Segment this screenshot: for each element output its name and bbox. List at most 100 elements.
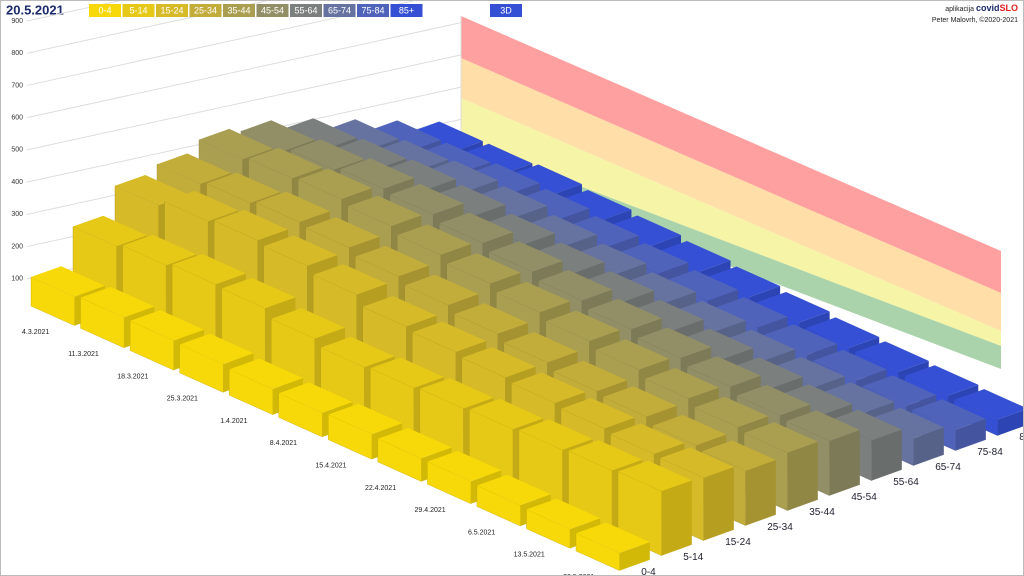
- bar-top: [458, 143, 533, 175]
- legend-swatch[interactable]: [89, 4, 121, 17]
- bar-top: [565, 215, 640, 247]
- y-tick-label: 800: [11, 50, 23, 57]
- bar-top: [473, 186, 548, 217]
- y-tick-label: 900: [11, 18, 23, 25]
- bar-top: [340, 158, 414, 189]
- bar-top: [602, 386, 677, 417]
- x-tick-label: 4.3.2021: [22, 329, 49, 336]
- bar-top: [637, 327, 712, 358]
- band-red: [461, 16, 1001, 293]
- bar-top: [248, 147, 323, 179]
- bar-top: [382, 159, 456, 190]
- bar-top: [706, 266, 781, 297]
- legend-swatch[interactable]: [122, 4, 155, 17]
- legend-label: 0-4: [98, 5, 111, 15]
- bar-top: [870, 407, 944, 439]
- bar-top: [496, 281, 571, 313]
- bar-top: [416, 142, 491, 174]
- legend-label: 55-64: [294, 5, 317, 15]
- bar-top: [263, 235, 338, 266]
- grid-line: [26, 22, 462, 119]
- bar-top: [820, 382, 895, 413]
- bar-top: [508, 164, 582, 195]
- bar-top: [511, 372, 586, 403]
- bar-top: [404, 274, 479, 305]
- row-label: 35-44: [809, 507, 835, 518]
- bar-top: [172, 253, 246, 285]
- bar-top: [481, 213, 556, 245]
- bar-top: [214, 209, 288, 241]
- bar-end: [619, 542, 650, 571]
- bar-end: [913, 427, 944, 466]
- bar-end: [997, 410, 1023, 436]
- bar-top: [115, 174, 189, 206]
- grid-line: [26, 54, 462, 151]
- bar-top: [328, 403, 403, 435]
- bar-top: [652, 414, 727, 446]
- bar-top: [325, 119, 399, 150]
- legend-swatch[interactable]: [189, 4, 222, 17]
- bar-top: [157, 153, 231, 184]
- bar-top: [332, 138, 407, 170]
- legend-swatch[interactable]: [323, 4, 356, 17]
- bar-top: [515, 188, 590, 220]
- bar-top: [904, 365, 979, 396]
- row-label: 65-74: [935, 462, 961, 473]
- bar-top: [278, 382, 353, 413]
- bar-top: [290, 139, 365, 170]
- bar-top: [770, 356, 845, 388]
- bar-top: [607, 215, 682, 246]
- x-tick-label: 15.4.2021: [315, 463, 346, 470]
- bar-top: [80, 286, 155, 318]
- bar-top: [812, 349, 887, 381]
- legend-swatch[interactable]: [156, 4, 188, 17]
- app-credit: aplikacija covidSLO: [945, 3, 1018, 13]
- bar-top: [572, 243, 647, 274]
- bar-top: [530, 242, 605, 273]
- y-tick-label: 600: [11, 115, 23, 122]
- row-label: 5-14: [683, 552, 703, 563]
- legend-swatch[interactable]: [256, 4, 289, 17]
- bar-top: [660, 447, 734, 478]
- bar-top: [721, 329, 796, 361]
- bar-top: [466, 163, 540, 194]
- y-tick-label: 100: [11, 276, 23, 283]
- bar-top: [419, 378, 494, 409]
- bar: [575, 522, 650, 571]
- y-tick-label: 500: [11, 147, 23, 154]
- y-tick-label: 700: [11, 82, 23, 89]
- bar-top: [374, 139, 449, 171]
- view-button-label[interactable]: 3D: [500, 5, 512, 15]
- bar-top: [786, 410, 860, 441]
- legend-label: 5-14: [129, 5, 147, 15]
- legend-label: 65-74: [328, 5, 351, 15]
- bar-top: [557, 189, 632, 221]
- date-title: 20.5.2021: [6, 2, 64, 17]
- legend-swatch[interactable]: [357, 4, 389, 17]
- legend-label: 45-54: [261, 5, 284, 15]
- bar-top: [130, 310, 204, 341]
- bar-top: [568, 440, 643, 471]
- bar-top: [912, 399, 986, 430]
- bar-top: [122, 234, 197, 266]
- bar-top: [523, 214, 598, 246]
- legend-label: 15-24: [160, 5, 183, 15]
- bar-top: [446, 253, 521, 284]
- bar-top: [664, 270, 739, 301]
- bar-top: [713, 297, 788, 328]
- bar-top: [580, 271, 655, 302]
- view-button[interactable]: [490, 4, 522, 17]
- bar-end: [745, 460, 776, 526]
- legend-swatch[interactable]: [290, 4, 322, 17]
- bar-top: [518, 419, 593, 450]
- legend-swatch[interactable]: [223, 4, 255, 17]
- bar-top: [805, 317, 880, 348]
- bar-top: [755, 291, 830, 323]
- x-tick-label: 25.3.2021: [167, 396, 198, 403]
- legend-swatch[interactable]: [390, 4, 423, 17]
- bar-top: [199, 128, 273, 160]
- legend-label: 35-44: [227, 5, 250, 15]
- x-tick-label: 20.5.2021: [563, 574, 594, 575]
- bar-top: [206, 172, 281, 203]
- bar-top: [469, 398, 544, 430]
